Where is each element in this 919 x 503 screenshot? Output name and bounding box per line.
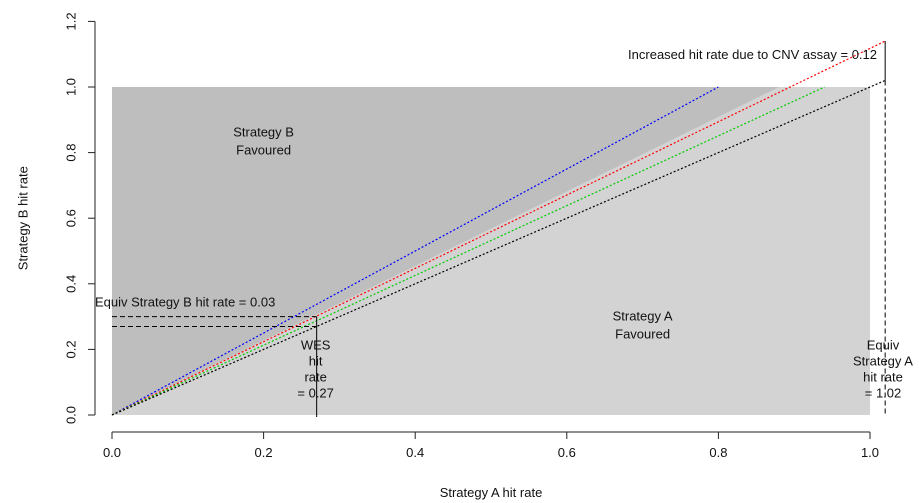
wes-label: WES [301, 337, 331, 352]
series-line-1 [111, 40, 886, 416]
equiv-a-label: Equiv [867, 337, 900, 352]
y-tick-label: 0.4 [63, 275, 78, 293]
y-tick-label: 1.2 [63, 12, 78, 30]
equiv-a-label: hit rate [863, 369, 903, 384]
x-tick-label: 0.4 [406, 445, 424, 460]
equiv-b-label: Equiv Strategy B hit rate = 0.03 [95, 295, 275, 310]
wes-label: hit [309, 353, 323, 368]
x-tick-label: 0.8 [709, 445, 727, 460]
x-tick-label: 0.6 [558, 445, 576, 460]
region-strategy-b [112, 87, 780, 415]
x-tick-label: 0.0 [103, 445, 121, 460]
annotation-layer: Equiv Strategy B hit rate = 0.03 WEShitra… [95, 41, 913, 417]
y-tick-label: 0.0 [63, 406, 78, 424]
series-line-3 [111, 79, 886, 416]
series-line-0 [111, 86, 719, 416]
equiv-a-label: Strategy A [853, 353, 913, 368]
x-tick-label: 0.2 [255, 445, 273, 460]
series-layer [111, 40, 886, 416]
x-tick-label: 1.0 [861, 445, 879, 460]
wes-label: rate [304, 369, 326, 384]
x-axis-label: Strategy A hit rate [440, 485, 543, 500]
region-label-strategy-a: Strategy A [613, 309, 673, 324]
wes-label: = 0.27 [297, 385, 334, 400]
y-tick-label: 0.6 [63, 209, 78, 227]
y-axis-label: Strategy B hit rate [15, 166, 30, 270]
region-label-strategy-b: Strategy B [233, 125, 294, 140]
equiv-a-label: = 1.02 [865, 385, 902, 400]
increase-label: Increased hit rate due to CNV assay = 0.… [628, 47, 877, 62]
y-tick-label: 0.2 [63, 340, 78, 358]
series-line-2 [111, 86, 825, 416]
region-label-strategy-b: Favoured [236, 143, 291, 158]
axes-layer: 0.0 0.2 0.4 0.6 0.8 1.0 0.0 0.2 0.4 0.6 0.8 1.0 1.2 [63, 12, 879, 460]
region-label-strategy-a: Favoured [615, 327, 670, 342]
y-tick-label: 0.8 [63, 144, 78, 162]
y-tick-label: 1.0 [63, 78, 78, 96]
